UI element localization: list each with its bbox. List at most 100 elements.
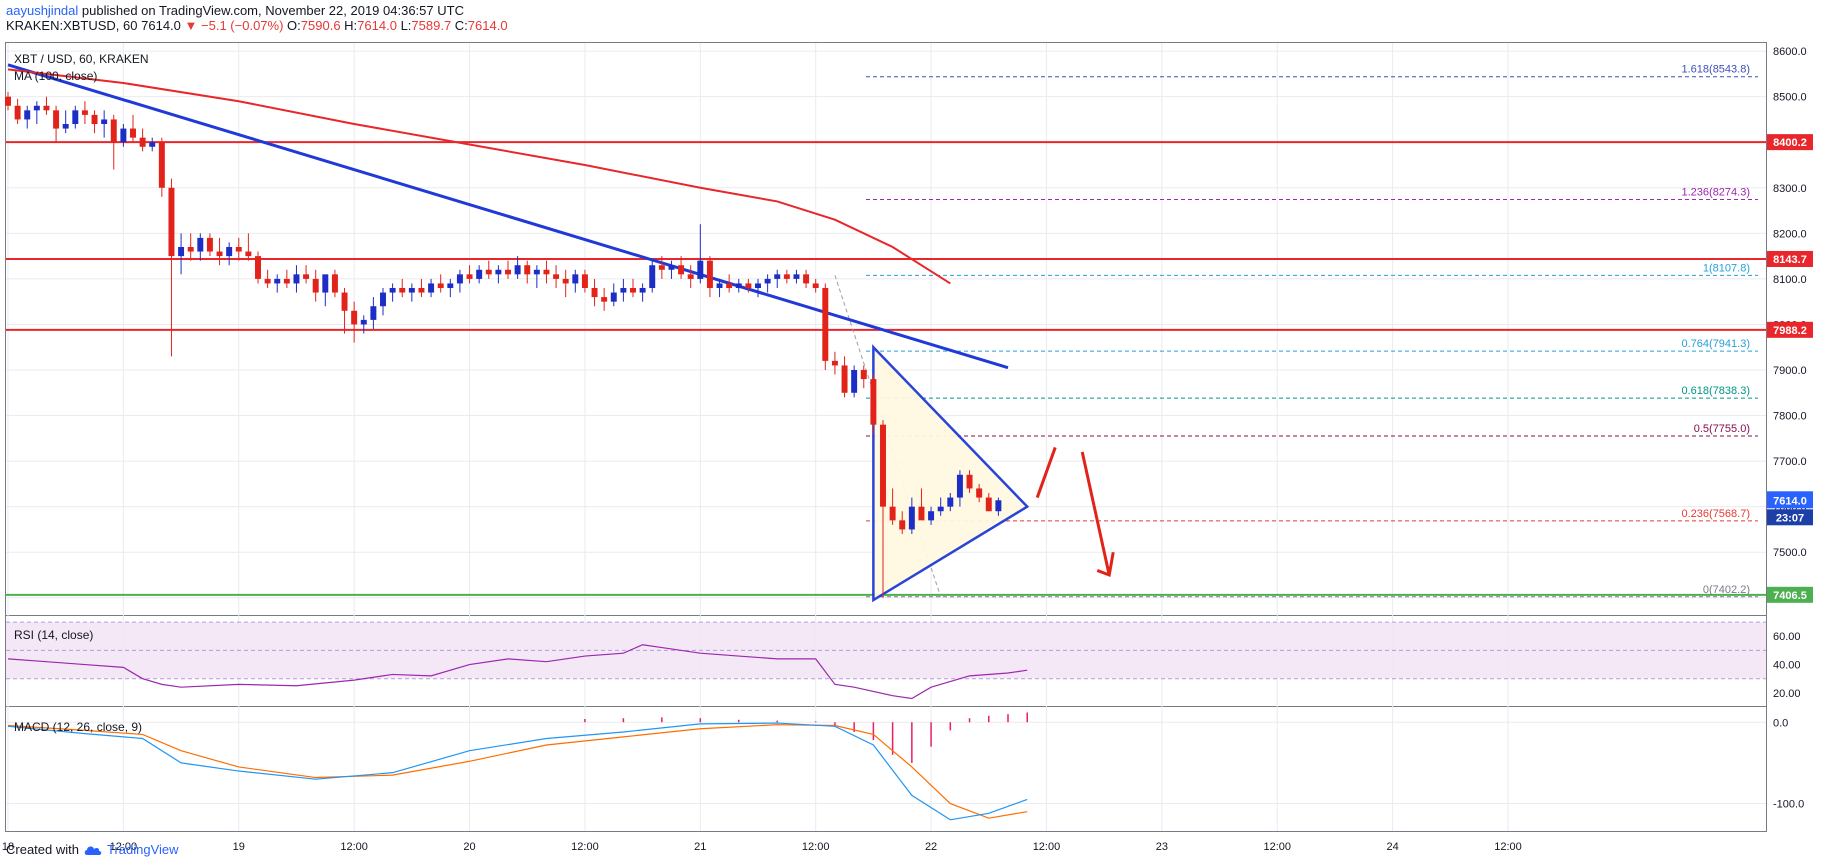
candle-body [918,506,925,521]
change-label: −5.1 (−0.07%) [201,18,284,33]
candle-body [283,278,290,284]
candle-body [995,500,1002,512]
candle-body [293,274,300,284]
candle-body [543,269,550,275]
candle-body [178,247,185,257]
candle-body [870,379,877,425]
candle-body [360,319,367,325]
macd-panel[interactable] [5,706,1767,832]
rsi-legend: RSI (14, close) [14,628,94,642]
candle-body [976,488,983,498]
candle-body [533,269,540,275]
candle-body [206,237,213,252]
candle-body [803,274,810,284]
candle-body [81,110,88,115]
candle-body [130,128,136,138]
candle-body [187,247,194,252]
candle-body [620,288,627,293]
candle-body [514,265,521,275]
rsi-tick-label: 20.00 [1773,688,1801,700]
candle-body [303,274,310,279]
x-tick-label: 21 [694,841,706,853]
candle-body [764,278,771,284]
y-tick-label: 8300.0 [1773,183,1807,195]
candle-body [158,142,165,188]
candle-body [928,511,935,521]
candle-body [697,260,704,279]
candle-body [447,283,454,288]
level-price-box [1767,321,1813,338]
candle-body [755,283,761,288]
candle-body [812,283,819,288]
candle-body [5,96,11,106]
tradingview-link[interactable]: TradingView [106,842,179,857]
candle-body [139,137,146,147]
created-with-text: Created with [6,842,79,857]
level-price-box [1767,586,1813,603]
candle-body [476,269,483,279]
candle-body [745,283,752,288]
candle-body [956,474,963,498]
candle-body [610,292,617,302]
candle-body [889,506,896,521]
candle-body [774,274,781,279]
candle-body [101,119,108,124]
rsi-band [6,622,1766,679]
countdown-box [1767,509,1813,526]
footer: Created with TradingView [6,842,179,857]
level-price-label: 8143.7 [1773,254,1807,266]
macd-legend: MACD (12, 26, close, 9) [14,720,143,734]
candle-body [899,520,906,530]
candle-body [110,119,117,143]
rsi-line [7,644,1028,700]
last-price: 7614.0 [141,18,181,33]
candle-body [553,274,560,279]
candle-body [380,292,386,307]
bearish-trend-line [7,63,1009,370]
y-tick-label: 8500.0 [1773,92,1807,104]
candle-body [226,247,233,257]
candle-body [937,506,944,512]
candle-body [399,288,406,293]
candle-body [985,497,992,512]
candle-body [735,283,742,288]
candle-body [322,274,329,293]
candle-body [947,497,954,507]
x-tick-label: 12:00 [1033,841,1061,853]
axis-layer: 18 12:00 19 12:00 20 12:00 21 12:00 22 12:00 23 12:… [2,46,1813,853]
candle-body [168,187,175,257]
candle-body [14,105,21,120]
candle-body [706,260,713,288]
drawing-layer [7,63,1115,603]
candle-body [668,265,675,270]
candle-body [851,370,858,393]
candle-body [197,237,204,252]
candle-body [908,506,915,530]
macd-signal-line [7,724,1028,819]
high-value: 7614.0 [357,18,397,33]
candle-body [495,269,502,275]
fib-level-label: 1.618(8543.8) [1682,64,1751,76]
x-tick-label: 12:00 [571,841,599,853]
candle-body [678,265,685,275]
candle-body [841,365,848,393]
candle-body [120,128,127,143]
candle-body [716,283,723,288]
level-price-label: 7988.2 [1773,325,1807,337]
candle-body [43,105,50,111]
fib-level-label: 0.236(7568.7) [1682,508,1751,520]
author-link[interactable]: aayushjindal [6,3,79,18]
level-price-box [1767,134,1813,151]
high-key: H: [344,18,358,33]
candle-body [591,288,598,298]
indicator-layer [7,68,1028,821]
macd-line [7,722,1028,821]
candle-body [572,274,579,284]
interval-label: 60 [123,18,138,33]
candle-body [466,274,473,279]
chart-title-legend: XBT / USD, 60, KRAKEN [14,52,149,66]
candle-body [428,283,435,293]
macd-tick-label: -100.0 [1773,799,1804,811]
down-arrow-icon: ▼ [184,18,198,33]
